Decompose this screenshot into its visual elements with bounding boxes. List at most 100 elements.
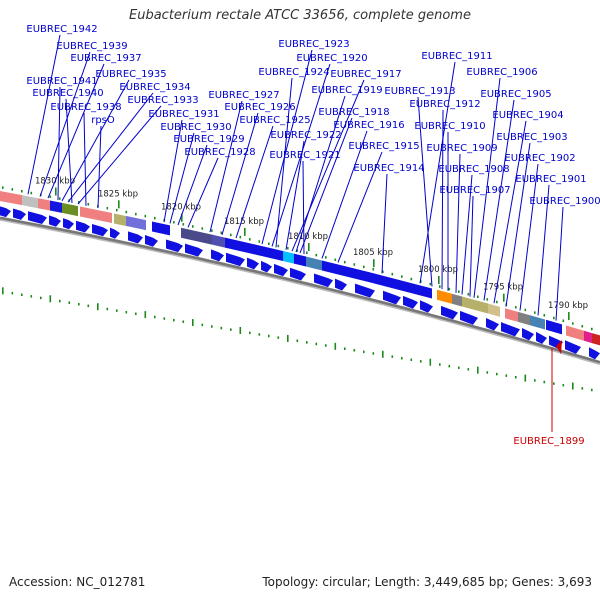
gene-label[interactable]: EUBREC_1911 [421, 51, 492, 62]
gene-label[interactable]: EUBREC_1942 [26, 24, 97, 35]
gene-arrow[interactable] [290, 267, 306, 281]
gene-label[interactable]: EUBREC_1900 [529, 196, 600, 207]
gene-label[interactable]: EUBREC_1931 [148, 109, 219, 120]
gene-feature-block[interactable] [452, 293, 462, 307]
gene-label[interactable]: EUBREC_1941 [26, 76, 97, 87]
gene-arrow[interactable] [335, 278, 347, 291]
gene-feature-block[interactable] [0, 191, 22, 206]
gene-label[interactable]: EUBREC_1926 [224, 102, 295, 113]
gene-label[interactable]: EUBREC_1918 [318, 107, 389, 118]
gene-label[interactable]: EUBREC_1904 [492, 110, 563, 121]
gene-arrow[interactable] [486, 317, 499, 331]
gene-feature-block[interactable] [518, 311, 530, 326]
gene-arrow[interactable] [0, 205, 11, 218]
gene-label[interactable]: rpsO [91, 115, 115, 126]
gene-label[interactable]: EUBREC_1938 [50, 102, 121, 113]
gene-feature-block[interactable] [505, 308, 518, 322]
gene-feature-block[interactable] [294, 253, 306, 267]
gene-label[interactable]: EUBREC_1930 [160, 122, 231, 133]
gene-arrow[interactable] [274, 263, 288, 277]
gene-label[interactable]: EUBREC_1912 [409, 99, 480, 110]
gene-arrow[interactable] [501, 322, 520, 337]
gene-arrow[interactable] [247, 257, 259, 270]
gene-arrow[interactable] [76, 220, 90, 233]
gene-arrow[interactable] [211, 249, 224, 262]
gene-label[interactable]: EUBREC_1902 [504, 153, 575, 164]
gene-label[interactable]: EUBREC_1903 [496, 132, 567, 143]
gene-label[interactable]: EUBREC_1910 [414, 121, 485, 132]
gene-label[interactable]: EUBREC_1908 [438, 164, 509, 175]
gene-label[interactable]: EUBREC_1922 [270, 130, 341, 141]
gene-label[interactable]: EUBREC_1935 [95, 69, 166, 80]
gene-label[interactable]: EUBREC_1929 [173, 134, 244, 145]
gene-arrow[interactable] [145, 234, 158, 247]
gene-label[interactable]: EUBREC_1921 [269, 150, 340, 161]
gene-feature-block[interactable] [530, 315, 545, 330]
gene-label[interactable]: EUBREC_1916 [333, 120, 404, 131]
gene-feature-block[interactable] [50, 200, 62, 213]
gene-arrow[interactable] [110, 227, 120, 239]
gene-label[interactable]: EUBREC_1925 [239, 115, 310, 126]
gene-label[interactable]: EUBREC_1919 [311, 85, 382, 96]
gene-label[interactable]: EUBREC_1937 [70, 53, 141, 64]
gene-arrow[interactable] [49, 215, 61, 227]
gene-arrow[interactable] [226, 252, 245, 267]
gene-feature-block[interactable] [80, 206, 112, 224]
gene-arrow[interactable] [314, 273, 333, 288]
gene-label[interactable]: EUBREC_1913 [384, 86, 455, 97]
gene-arrow[interactable] [166, 239, 183, 253]
gene-feature-block[interactable] [546, 319, 562, 335]
gene-label[interactable]: EUBREC_1933 [127, 95, 198, 106]
gene-feature-block[interactable] [592, 333, 600, 346]
gene-arrow[interactable] [441, 305, 458, 320]
gene-arrow[interactable] [128, 231, 143, 244]
gene-arrow[interactable] [383, 290, 401, 305]
gene-feature-block[interactable] [38, 198, 50, 211]
gene-feature-block[interactable] [437, 289, 452, 304]
gene-feature-block[interactable] [114, 213, 126, 226]
gene-label[interactable]: EUBREC_1915 [348, 141, 419, 152]
gene-label[interactable]: EUBREC_1924 [258, 67, 329, 78]
gene-feature-block[interactable] [322, 260, 370, 283]
gene-feature-block[interactable] [283, 251, 294, 264]
gene-label[interactable]: EUBREC_1920 [296, 53, 367, 64]
gene-feature-block[interactable] [126, 215, 146, 231]
gene-label[interactable]: EUBREC_1939 [56, 41, 127, 52]
gene-arrow[interactable] [536, 331, 547, 345]
gene-feature-block[interactable] [370, 272, 432, 299]
gene-arrow[interactable] [420, 300, 433, 313]
gene-arrow[interactable] [28, 211, 47, 224]
gene-feature-block[interactable] [488, 303, 500, 317]
gene-label[interactable]: EUBREC_1906 [466, 67, 537, 78]
gene-label[interactable]: EUBREC_1928 [184, 147, 255, 158]
gene-feature-block[interactable] [181, 227, 212, 245]
gene-label[interactable]: EUBREC_1909 [426, 143, 497, 154]
gene-arrow[interactable] [403, 295, 418, 309]
gene-label[interactable]: EUBREC_1927 [208, 90, 279, 101]
gene-feature-block[interactable] [212, 234, 225, 248]
gene-label[interactable]: EUBREC_1934 [119, 82, 190, 93]
gene-feature-block[interactable] [462, 296, 488, 314]
gene-arrow[interactable] [565, 340, 581, 354]
gene-arrow[interactable] [92, 223, 108, 237]
gene-arrow[interactable] [261, 260, 272, 273]
gene-feature-block[interactable] [62, 202, 78, 217]
gene-label[interactable]: EUBREC_1914 [353, 163, 424, 174]
gene-label[interactable]: EUBREC_1905 [480, 89, 551, 100]
highlighted-gene-label[interactable]: EUBREC_1899 [513, 436, 584, 447]
gene-arrow[interactable] [460, 310, 478, 325]
gene-arrow[interactable] [185, 243, 203, 257]
gene-arrow[interactable] [13, 208, 26, 220]
gene-feature-block[interactable] [566, 325, 584, 341]
gene-label[interactable]: EUBREC_1940 [32, 88, 103, 99]
gene-feature-block[interactable] [584, 330, 592, 344]
gene-arrow[interactable] [355, 283, 375, 298]
gene-feature-block[interactable] [152, 221, 170, 236]
gene-feature-block[interactable] [225, 237, 283, 262]
gene-arrow[interactable] [63, 218, 74, 230]
gene-label[interactable]: EUBREC_1907 [439, 185, 510, 196]
gene-arrow[interactable] [589, 347, 600, 360]
gene-feature-block[interactable] [306, 256, 322, 271]
gene-feature-block[interactable] [22, 195, 38, 209]
